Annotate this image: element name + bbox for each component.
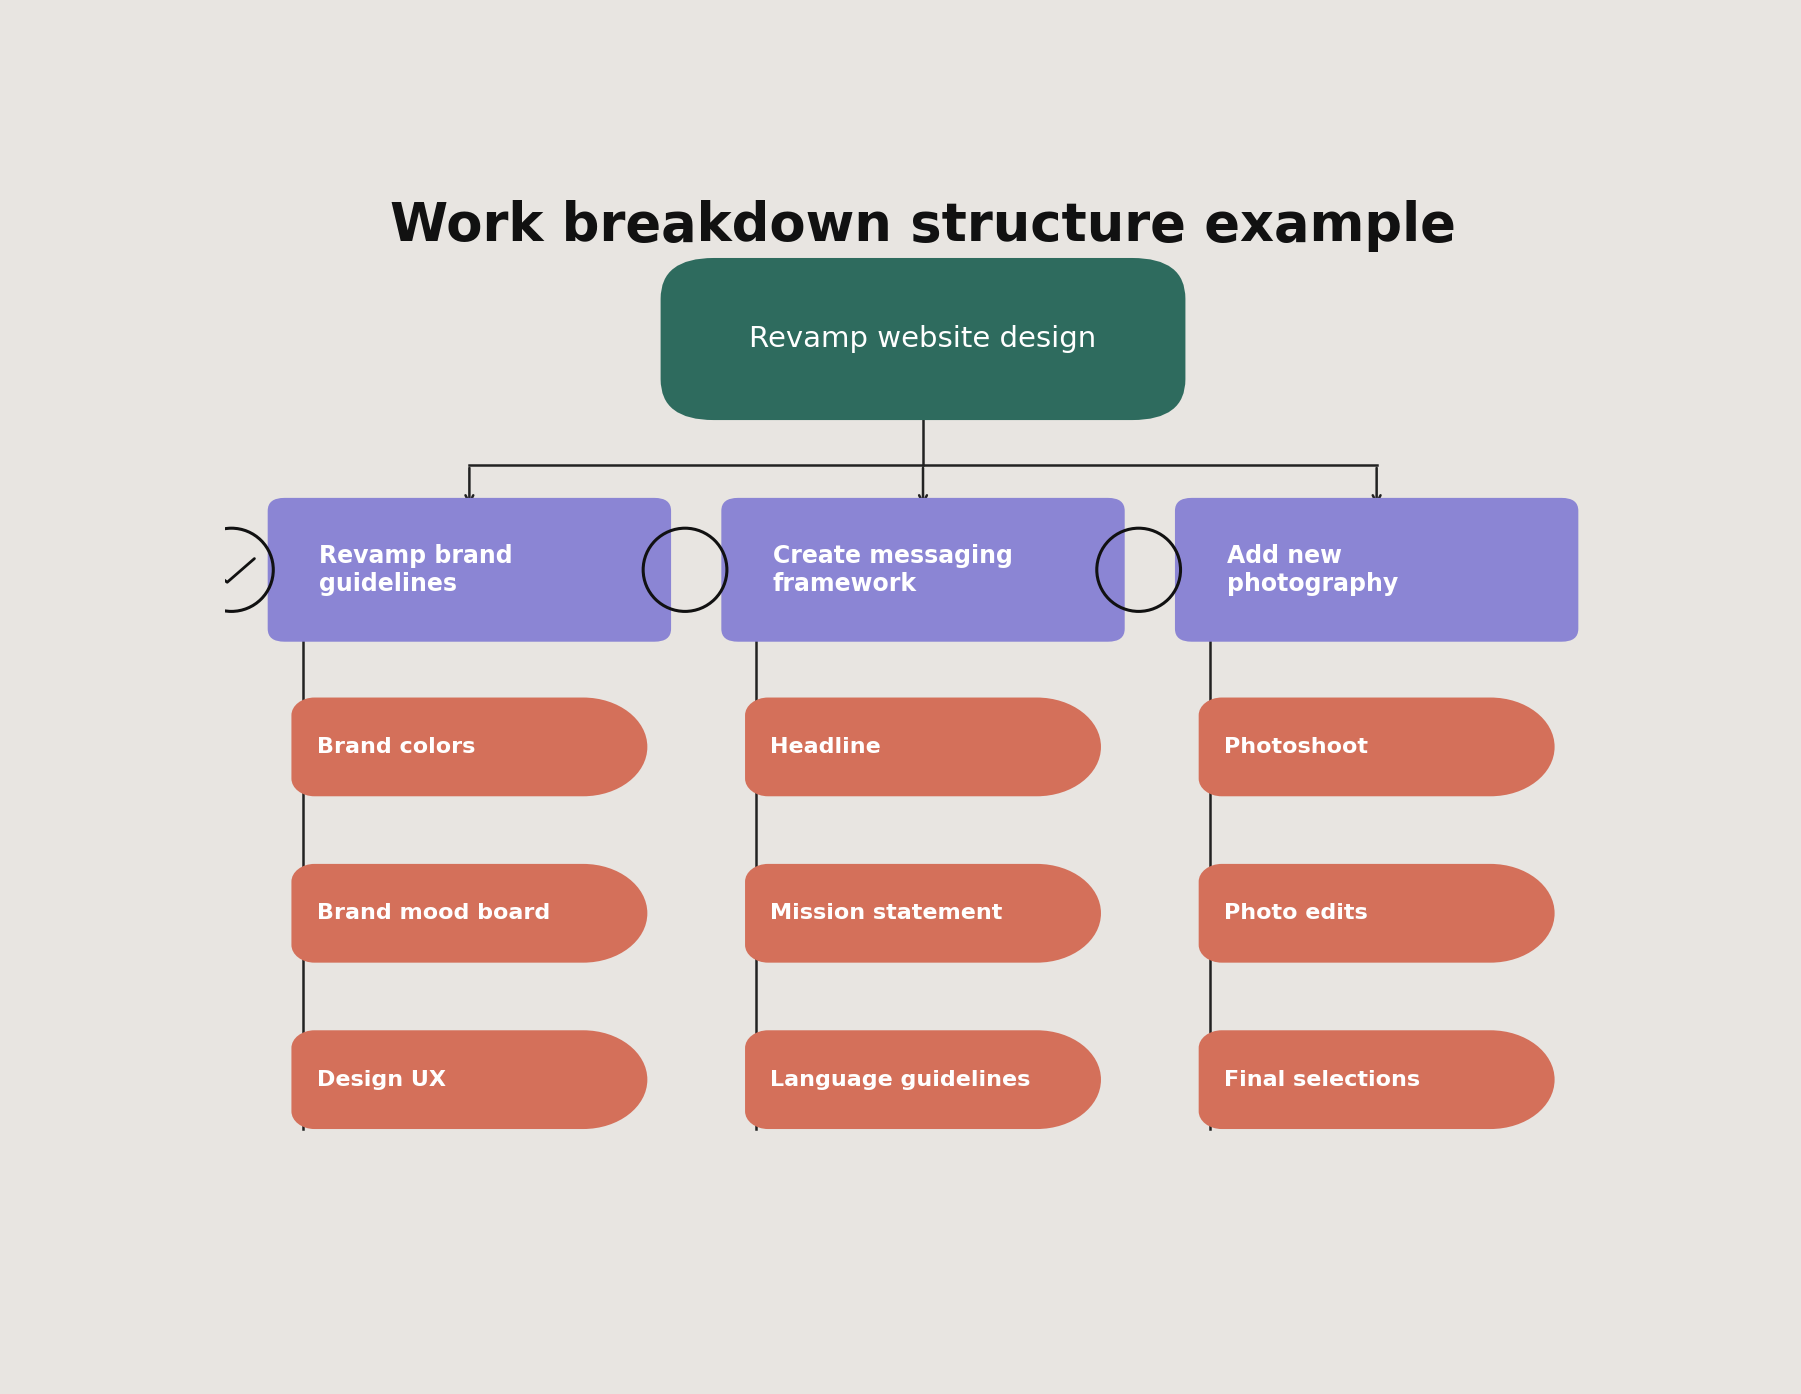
- FancyBboxPatch shape: [722, 498, 1124, 641]
- Text: Brand mood board: Brand mood board: [317, 903, 549, 923]
- PathPatch shape: [292, 1030, 647, 1129]
- Text: Create messaging
framework: Create messaging framework: [773, 544, 1012, 595]
- Text: Design UX: Design UX: [317, 1069, 445, 1090]
- Text: Photoshoot: Photoshoot: [1225, 737, 1367, 757]
- PathPatch shape: [1199, 864, 1554, 963]
- Text: Photo edits: Photo edits: [1225, 903, 1367, 923]
- PathPatch shape: [746, 864, 1100, 963]
- PathPatch shape: [746, 697, 1100, 796]
- PathPatch shape: [746, 1030, 1100, 1129]
- Text: Mission statement: Mission statement: [771, 903, 1003, 923]
- Text: Brand colors: Brand colors: [317, 737, 475, 757]
- Text: Language guidelines: Language guidelines: [771, 1069, 1030, 1090]
- FancyBboxPatch shape: [1174, 498, 1578, 641]
- PathPatch shape: [1199, 1030, 1554, 1129]
- FancyBboxPatch shape: [661, 258, 1185, 420]
- PathPatch shape: [292, 864, 647, 963]
- Text: Headline: Headline: [771, 737, 881, 757]
- Text: Work breakdown structure example: Work breakdown structure example: [391, 201, 1455, 252]
- Text: Final selections: Final selections: [1225, 1069, 1419, 1090]
- Text: Add new
photography: Add new photography: [1226, 544, 1398, 595]
- Text: Revamp website design: Revamp website design: [749, 325, 1097, 353]
- PathPatch shape: [1199, 697, 1554, 796]
- FancyBboxPatch shape: [268, 498, 672, 641]
- Text: Revamp brand
guidelines: Revamp brand guidelines: [319, 544, 513, 595]
- PathPatch shape: [292, 697, 647, 796]
